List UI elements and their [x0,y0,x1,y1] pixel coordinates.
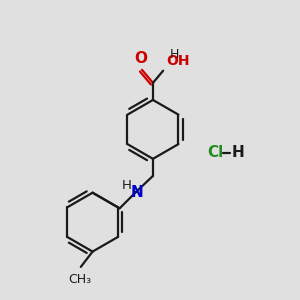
Text: OH: OH [166,54,190,68]
Text: H: H [231,146,244,160]
Text: O: O [134,51,147,66]
Text: H: H [170,48,179,61]
Text: N: N [131,184,143,200]
Text: Cl: Cl [207,146,224,160]
Text: H: H [122,179,132,192]
Text: CH₃: CH₃ [68,273,91,286]
